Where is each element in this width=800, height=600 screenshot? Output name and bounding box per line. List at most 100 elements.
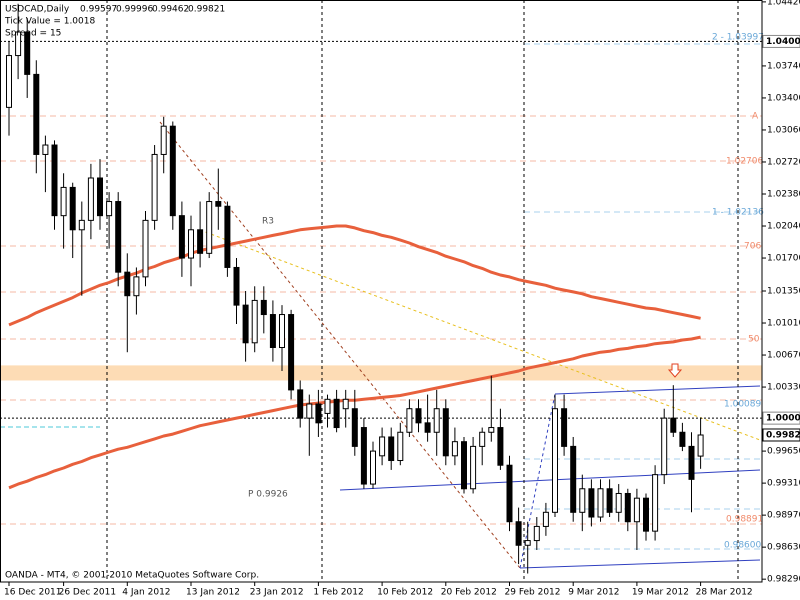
candle-body <box>360 427 367 485</box>
candle-body <box>251 299 258 344</box>
price-marker-box <box>762 34 800 48</box>
footer: OANDA - MT4, © 2001-2010 MetaQuotes Soft… <box>5 571 259 581</box>
annotation: R3 <box>262 217 274 227</box>
candle-body <box>633 497 640 523</box>
candle-body <box>33 73 40 155</box>
candle-body <box>97 177 103 217</box>
candle-body <box>306 403 313 419</box>
candle-body <box>197 229 204 254</box>
x-tick-label: 13 Jan 2012 <box>186 588 240 598</box>
candle-body <box>451 441 458 457</box>
candle-body <box>406 408 413 433</box>
candle-body <box>133 276 140 297</box>
candle-body <box>606 488 613 513</box>
channel-line <box>554 385 761 395</box>
candle-body <box>533 525 540 542</box>
candle-body <box>461 441 467 490</box>
candle-body <box>260 299 267 316</box>
candle-body <box>279 314 285 349</box>
y-tick-label: 1.02380 <box>767 190 800 200</box>
candle-body <box>597 488 604 518</box>
candle-body <box>542 511 549 527</box>
x-tick-label: 10 Feb 2012 <box>377 588 433 598</box>
candle-body <box>69 186 76 231</box>
header-close: 0.99821 <box>188 5 225 15</box>
candle-body <box>588 488 595 518</box>
candle-body <box>679 431 686 447</box>
current-price-label: 0.99821 <box>766 430 800 440</box>
candle-body <box>42 144 49 155</box>
candle-body <box>470 445 477 490</box>
y-tick-label: 1.02720 <box>767 157 800 167</box>
x-tick-label: 19 Mar 2012 <box>632 588 689 598</box>
candle-body <box>515 521 522 546</box>
spread: Spread = 15 <box>5 29 61 39</box>
candle-body <box>506 464 513 523</box>
trend-line <box>199 229 761 441</box>
candle-body <box>479 431 486 447</box>
candle-body <box>342 398 349 410</box>
x-tick-label: 29 Feb 2012 <box>505 588 561 598</box>
candle-body <box>661 417 668 476</box>
tick-value: Tick Value = 1.0018 <box>4 17 95 27</box>
moving-average <box>8 224 701 327</box>
candle-body <box>224 205 231 268</box>
candle-body <box>151 153 158 221</box>
annotation: 706 <box>744 242 761 252</box>
annotation: 0.98600 <box>724 541 761 551</box>
candle-body <box>115 201 122 273</box>
candle-body <box>6 55 12 108</box>
candle-body <box>488 427 495 433</box>
annotation: 1 - 1.02136 <box>712 208 764 218</box>
candle-body <box>561 408 568 447</box>
price-marker-label: 1.04000 <box>766 37 800 47</box>
annotation: 50 <box>748 335 760 345</box>
drawings <box>0 0 762 582</box>
header-open: 0.99597 <box>80 5 117 15</box>
x-tick-label: 16 Dec 2011 <box>4 588 62 598</box>
y-tick-label: 0.98290 <box>767 575 800 585</box>
candle-body <box>388 436 395 462</box>
candle-body <box>297 389 304 419</box>
candle-body <box>652 474 659 532</box>
y-tick-label: 1.02040 <box>767 222 800 232</box>
x-tick-label: 4 Jan 2012 <box>122 588 170 598</box>
candle-body <box>424 422 431 433</box>
candle-body <box>524 540 531 546</box>
y-tick-label: 1.03740 <box>767 61 800 71</box>
candle-body <box>160 125 167 155</box>
candle-body <box>206 201 213 254</box>
candle-body <box>106 201 113 217</box>
price-marker-box <box>762 411 800 425</box>
candle-body <box>579 488 586 513</box>
annotation: 0.98891 <box>726 515 763 525</box>
candle-body <box>188 229 194 259</box>
candle-body <box>269 314 276 349</box>
candle-body <box>624 492 631 523</box>
y-tick-label: 1.01700 <box>767 254 800 264</box>
zone-layer <box>0 365 762 381</box>
candle-body <box>688 445 695 480</box>
candle-body <box>242 304 249 344</box>
annotation: P 0.9926 <box>248 490 288 500</box>
symbol: USDCAD,Daily <box>5 5 70 15</box>
x-tick-label: 9 Mar 2012 <box>568 588 619 598</box>
candle-body <box>333 398 340 429</box>
candle-body <box>442 408 449 457</box>
y-tick-label: 1.03400 <box>767 93 800 103</box>
candle-body <box>643 497 649 532</box>
candle-body <box>433 408 440 433</box>
candle-body <box>51 144 58 217</box>
candle-body <box>379 436 386 457</box>
candle-body <box>497 427 504 466</box>
header-low: 0.99462 <box>152 5 189 15</box>
candle-body <box>697 434 704 457</box>
annotations: R3 P 0.9926 2 - 1.03997 A 1.02706 1 - 1.… <box>248 33 764 551</box>
candle-body <box>24 31 31 75</box>
